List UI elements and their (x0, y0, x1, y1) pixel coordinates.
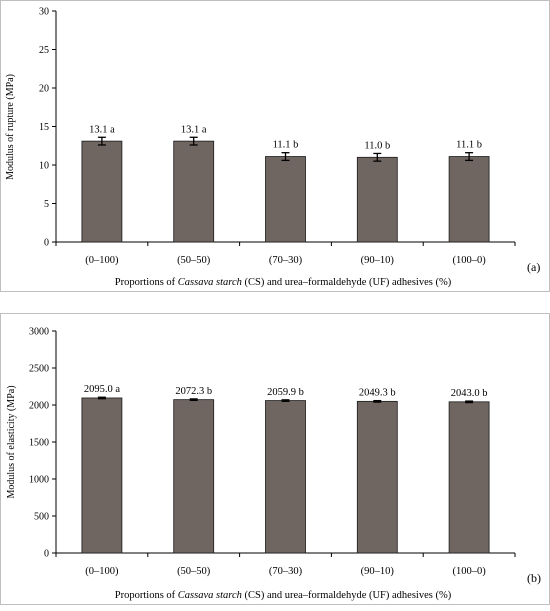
panel-b-y-tick-label: 1000 (29, 475, 49, 486)
panel-b-marks: 0 500 1000 1500 2000 2500 3000 2095.0 a (0–100) 2… (29, 327, 516, 577)
panel-a-marks: 0 5 10 15 20 25 30 13.1 a (0–100) 13.1 a (50–50) 11… (39, 7, 516, 266)
panel-b-xlabel: Proportions of Cassava starch (CS) and u… (115, 590, 452, 601)
panel-a-category-label: (100–0) (452, 255, 486, 266)
panel-b-bar (448, 401, 490, 554)
panel-a-data-label: 11.0 b (364, 140, 390, 151)
panel-b-label: (b) (527, 571, 541, 585)
panel-a-y-tick-label: 20 (39, 84, 49, 95)
panel-a-bar (448, 156, 490, 243)
panel-a-y-tick-label: 15 (39, 122, 49, 133)
panel-a-data-label: 11.1 b (273, 140, 299, 151)
panel-a-xlabel: Proportions of Cassava starch (CS) and u… (115, 277, 452, 288)
panel-a-category-label: (70–30) (269, 255, 303, 266)
panel-b-xlabel-italic: Cassava starch (178, 590, 242, 601)
panel-b-data-label: 2043.0 b (451, 388, 488, 399)
panel-b-bar (173, 399, 215, 554)
panel-b-category-label: (0–100) (85, 566, 119, 577)
panel-b-xlabel-suffix: (CS) and urea–formaldehyde (UF) adhesive… (242, 590, 452, 601)
panel-b-y-tick-label: 500 (34, 512, 49, 523)
panel-a-bar (265, 156, 306, 243)
panel-a-bar (356, 156, 398, 243)
panel-a-y-tick-label: 30 (39, 7, 49, 18)
panel-b-category-label: (70–30) (269, 566, 303, 577)
panel-b-data-label: 2072.3 b (175, 386, 212, 397)
panel-a-data-label: 13.1 a (181, 124, 207, 135)
panel-b-category-label: (100–0) (452, 566, 486, 577)
panel-b-bar (81, 397, 123, 554)
panel-b-y-tick-label: 3000 (29, 327, 49, 338)
panel-a-bar (173, 140, 215, 243)
panel-a-category-label: (0–100) (85, 255, 119, 266)
panel-b-y-tick-label: 1500 (29, 438, 49, 449)
panel-b-y-tick-label: 2000 (29, 401, 49, 412)
panel-a-xlabel-prefix: Proportions of (115, 277, 178, 288)
panel-b-xlabel-prefix: Proportions of (115, 590, 178, 601)
panel-a: 0 5 10 15 20 25 30 13.1 a (0–100) 13.1 a (50–50) 11… (0, 0, 550, 292)
panel-b: 0 500 1000 1500 2000 2500 3000 2095.0 a (0–100) 2… (0, 313, 550, 605)
panel-a-y-tick-label: 0 (44, 238, 49, 249)
panel-a-ylabel: Modulus of rupture (MPa) (5, 74, 16, 180)
panel-a-xlabel-italic: Cassava starch (178, 277, 242, 288)
panel-b-category-label: (90–10) (361, 566, 395, 577)
panel-b-data-label: 2049.3 b (359, 388, 396, 399)
panel-b-category-label: (50–50) (177, 566, 211, 577)
panel-b-bar (265, 400, 306, 554)
panel-b-data-label: 2059.9 b (267, 387, 304, 398)
panel-a-xlabel-suffix: (CS) and urea–formaldehyde (UF) adhesive… (242, 277, 452, 288)
panel-a-y-tick-label: 25 (39, 45, 49, 56)
panel-b-bar (356, 400, 398, 554)
panel-a-category-label: (50–50) (177, 255, 211, 266)
panel-b-y-tick-label: 0 (44, 549, 49, 560)
panel-a-label: (a) (527, 260, 540, 274)
panel-b-y-tick-label: 2500 (29, 364, 49, 375)
panel-a-y-tick-label: 5 (44, 199, 49, 210)
panel-a-y-tick-label: 10 (39, 161, 49, 172)
panel-b-data-label: 2095.0 a (84, 384, 121, 395)
panel-a-category-label: (90–10) (361, 255, 395, 266)
panel-a-data-label: 13.1 a (89, 124, 115, 135)
panel-a-data-label: 11.1 b (456, 140, 482, 151)
panel-a-bar (81, 140, 123, 243)
panel-b-ylabel: Modulus of elasticity (MPa) (6, 385, 17, 498)
